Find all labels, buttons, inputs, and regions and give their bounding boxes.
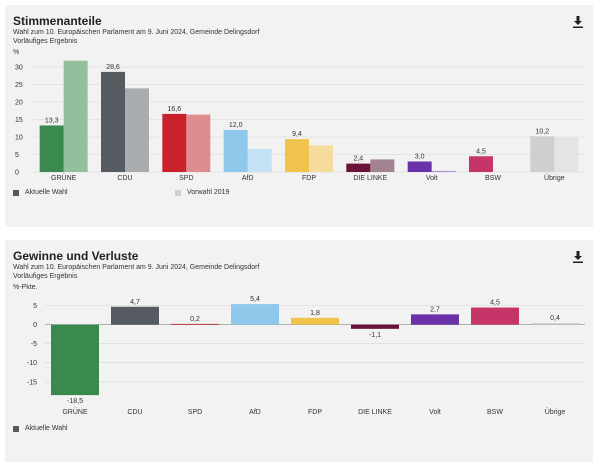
bar-current	[469, 156, 493, 172]
data-label: 2,4	[353, 156, 363, 163]
data-label: 3,0	[415, 154, 425, 161]
y-tick-label: 5	[33, 303, 37, 310]
x-tick-label: CDU	[127, 409, 142, 416]
data-label: 4,7	[130, 299, 140, 306]
bar-previous	[309, 145, 333, 172]
bar-previous	[186, 114, 211, 172]
gains-losses-panel: Gewinne und Verluste Wahl zum 10. Europä…	[5, 240, 593, 462]
vote-share-panel: Stimmenanteile Wahl zum 10. Europäischen…	[5, 5, 593, 227]
x-tick-label: GRÜNE	[62, 408, 88, 416]
y-tick-label: -10	[27, 360, 37, 367]
x-tick-label: DIE LINKE	[353, 175, 387, 182]
gains-losses-chart: 5 0 -5 -10 -15 -18,5 GRÜNE 4,7 CDU 0,2 SPD 5,4 AfD 1,…	[27, 296, 585, 416]
data-label: 1,8	[310, 310, 320, 317]
x-tick-label: SPD	[188, 409, 202, 416]
x-tick-label: DIE LINKE	[358, 409, 392, 416]
legend-swatch-current	[13, 189, 19, 196]
bar-current	[39, 125, 64, 172]
vote-share-chart: 0 5 10 15 20 25 30 13,3 GRÜNE 28,6 CDU 16,6 SPD 12,0 A…	[15, 60, 585, 182]
y-tick-label: 15	[15, 117, 23, 124]
bar-previous	[554, 137, 579, 172]
data-label: 28,6	[106, 64, 120, 71]
legend-swatch-current	[13, 425, 19, 432]
x-tick-label: Volt	[429, 409, 441, 416]
bar-previous	[247, 148, 272, 172]
x-tick-label: GRÜNE	[51, 174, 77, 182]
data-label: -18,5	[67, 398, 83, 405]
y-tick-label: 5	[15, 152, 19, 159]
data-label: 16,6	[168, 106, 182, 113]
x-tick-label: AfD	[249, 409, 261, 416]
bar-current	[531, 323, 579, 325]
chart-subtitle-status: Vorläufiges Ergebnis	[13, 38, 78, 45]
data-label: 9,4	[292, 131, 302, 138]
bar-current	[101, 71, 125, 172]
y-axis-unit: %	[13, 49, 20, 56]
y-tick-label: 25	[15, 82, 23, 89]
data-label: 13,3	[45, 117, 59, 124]
y-tick-label: 10	[15, 135, 23, 142]
legend-item-current: Aktuelle Wahl	[13, 425, 68, 432]
data-label: 10,2	[536, 128, 550, 135]
download-icon[interactable]	[573, 16, 583, 28]
bar-current	[51, 324, 99, 396]
x-tick-label: FDP	[308, 409, 322, 416]
bar-current	[291, 317, 339, 325]
chart-subtitle: Wahl zum 10. Europäischen Parlament am 9…	[13, 264, 260, 271]
bar-current	[285, 139, 309, 172]
bar-current	[411, 314, 459, 325]
bar-previous	[63, 60, 88, 173]
y-tick-label: 0	[15, 170, 19, 177]
x-tick-label: Übrige	[544, 174, 565, 182]
bar-current	[171, 323, 219, 325]
x-tick-label: CDU	[117, 175, 132, 182]
x-tick-label: BSW	[485, 175, 501, 182]
legend-label-current: Aktuelle Wahl	[25, 425, 68, 432]
data-label: 12,0	[229, 122, 243, 129]
data-label: 5,4	[250, 296, 260, 303]
x-tick-label: Übrige	[545, 408, 566, 416]
legend-item-current: Aktuelle Wahl	[13, 189, 68, 196]
bar-previous	[370, 159, 395, 172]
y-tick-label: 0	[33, 322, 37, 329]
chart-subtitle-status: Vorläufiges Ergebnis	[13, 273, 78, 280]
x-tick-label: AfD	[242, 175, 254, 182]
bar-current	[162, 113, 187, 172]
bar-current	[111, 306, 159, 325]
bar-current	[471, 307, 519, 325]
chart-subtitle: Wahl zum 10. Europäischen Parlament am 9…	[13, 29, 260, 36]
bar-current	[346, 163, 371, 172]
y-tick-label: -15	[27, 379, 37, 386]
y-tick-label: -5	[31, 341, 37, 348]
chart-title: Gewinne und Verluste	[13, 249, 139, 263]
data-label: 0,2	[190, 316, 200, 323]
download-icon[interactable]	[573, 251, 583, 263]
bar-previous	[125, 88, 149, 172]
bar-previous	[431, 170, 456, 172]
data-label: -1,1	[369, 332, 381, 339]
bar-current	[351, 324, 399, 329]
bar-current	[231, 304, 279, 325]
chart-title: Stimmenanteile	[13, 14, 102, 28]
y-axis-unit: %-Pkte.	[13, 284, 38, 291]
data-label: 4,5	[490, 300, 500, 307]
y-tick-label: 30	[15, 65, 23, 72]
legend-label-previous: Vorwahl 2019	[187, 189, 230, 196]
legend-label-current: Aktuelle Wahl	[25, 189, 68, 196]
legend-swatch-previous	[175, 189, 181, 196]
data-label: 4,5	[476, 148, 486, 155]
x-tick-label: Volt	[426, 175, 438, 182]
x-tick-label: SPD	[179, 175, 193, 182]
data-label: 0,4	[550, 315, 560, 322]
legend-item-previous: Vorwahl 2019	[175, 189, 229, 196]
x-tick-label: FDP	[302, 175, 316, 182]
data-label: 2,7	[430, 306, 440, 313]
bar-current	[223, 130, 248, 172]
x-tick-label: BSW	[487, 409, 503, 416]
y-tick-label: 20	[15, 100, 23, 107]
bar-current	[407, 161, 432, 172]
bar-current	[530, 136, 555, 172]
